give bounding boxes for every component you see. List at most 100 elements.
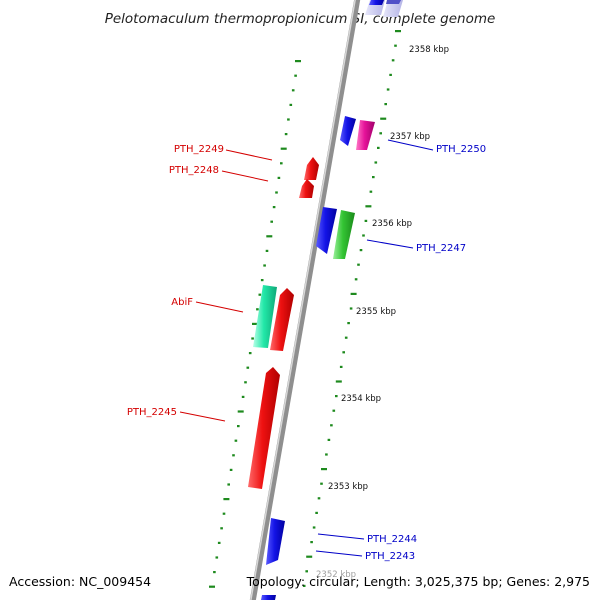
tick-mark <box>244 381 247 384</box>
tick-mark <box>380 117 387 120</box>
label-AbiF[interactable]: AbiF <box>171 297 193 308</box>
scale-label-2357: 2357 kbp <box>390 132 430 142</box>
tick-mark <box>320 482 323 485</box>
tick-mark <box>229 468 233 471</box>
tick-mark <box>258 293 262 296</box>
tick-mark <box>394 44 397 47</box>
gene-PTH_2247[interactable] <box>333 210 355 259</box>
gene-PTH_2244[interactable] <box>266 518 285 565</box>
tick-marks <box>209 30 401 588</box>
tick-mark <box>280 147 287 150</box>
tick-mark <box>305 570 308 573</box>
gene-PTH_2250[interactable] <box>356 120 375 150</box>
tick-mark <box>287 118 290 121</box>
label-PTH_2243[interactable]: PTH_2243 <box>365 551 415 562</box>
tick-mark <box>354 278 358 281</box>
leader-PTH_2244 <box>317 533 365 540</box>
scale-label-2353: 2353 kbp <box>328 482 368 492</box>
tick-mark <box>209 585 215 588</box>
leader-PTH_2245 <box>179 411 226 422</box>
label-PTH_2248[interactable]: PTH_2248 <box>169 165 219 176</box>
tick-mark <box>312 526 316 529</box>
label-PTH_2247[interactable]: PTH_2247 <box>416 243 466 254</box>
tick-mark <box>384 103 387 106</box>
tick-mark <box>265 249 269 252</box>
tick-mark <box>359 249 363 252</box>
tick-mark <box>256 308 259 311</box>
tick-mark <box>377 146 380 149</box>
leader-PTH_2243 <box>315 550 363 557</box>
tick-mark <box>270 220 273 223</box>
tick-mark <box>237 410 244 413</box>
tick-mark <box>215 556 219 559</box>
tick-mark <box>241 395 245 398</box>
tick-mark <box>391 59 395 62</box>
tick-mark <box>327 438 331 441</box>
gene-AbiF[interactable] <box>253 285 277 348</box>
tick-mark <box>317 497 321 500</box>
tick-mark <box>220 527 223 530</box>
scale-label-2354: 2354 kbp <box>341 394 381 404</box>
leader-PTH_2249 <box>225 149 273 161</box>
gene-blue-2356[interactable] <box>316 207 337 254</box>
label-PTH_2249[interactable]: PTH_2249 <box>174 144 224 155</box>
gene-bottom-blue[interactable] <box>261 595 276 600</box>
gene-red-abif-pair[interactable] <box>270 288 294 351</box>
gene-PTH_2249[interactable] <box>304 157 319 180</box>
tick-mark <box>295 60 301 63</box>
tick-mark <box>339 365 343 368</box>
tick-mark <box>315 511 318 514</box>
tick-mark <box>260 279 264 282</box>
tick-mark <box>344 336 348 339</box>
tick-mark <box>330 424 333 427</box>
tick-mark <box>386 88 390 91</box>
label-PTH_2250[interactable]: PTH_2250 <box>436 144 486 155</box>
tick-mark <box>342 351 345 354</box>
tick-mark <box>302 584 306 587</box>
tick-mark <box>266 235 273 238</box>
topology-text: Topology: circular; Length: 3,025,375 bp… <box>246 574 590 589</box>
tick-mark <box>321 468 327 471</box>
tick-mark <box>369 190 373 193</box>
tick-mark <box>223 498 230 501</box>
scale-label-2356: 2356 kbp <box>372 219 412 229</box>
tick-mark <box>310 541 313 544</box>
tick-mark <box>251 337 254 340</box>
gene-blue-2357[interactable] <box>340 116 356 146</box>
accession-text: Accession: NC_009454 <box>9 574 151 589</box>
tick-mark <box>350 292 357 295</box>
tick-mark <box>306 555 313 558</box>
tick-mark <box>362 234 365 237</box>
tick-mark <box>280 162 283 165</box>
tick-mark <box>252 322 258 325</box>
gene-PTH_2248[interactable] <box>299 179 314 198</box>
leader-AbiF <box>195 301 244 313</box>
tick-mark <box>272 206 276 209</box>
label-PTH_2244[interactable]: PTH_2244 <box>367 534 417 545</box>
tick-mark <box>395 30 401 33</box>
genome-backbone-highlight <box>249 0 356 605</box>
tick-mark <box>389 73 392 76</box>
label-PTH_2245[interactable]: PTH_2245 <box>127 407 177 418</box>
tick-mark <box>232 454 235 457</box>
tick-mark <box>357 263 360 266</box>
tick-mark <box>222 512 226 515</box>
tick-mark <box>335 380 342 383</box>
tick-mark <box>277 176 281 179</box>
tick-mark <box>213 571 216 574</box>
tick-mark <box>263 264 266 267</box>
tick-mark <box>227 483 230 486</box>
gene-top-blue[interactable] <box>369 0 401 5</box>
tick-mark <box>234 439 238 442</box>
tick-mark <box>349 307 353 310</box>
scale-label-2355: 2355 kbp <box>356 307 396 317</box>
gene-top-pale-2[interactable] <box>383 0 403 17</box>
tick-mark <box>372 176 375 179</box>
leader-PTH_2250 <box>387 139 434 151</box>
gene-PTH_2245[interactable] <box>248 367 280 489</box>
tick-mark <box>217 541 221 544</box>
genome-title: Pelotomaculum thermopropionicum SI, comp… <box>105 11 496 27</box>
leader-PTH_2247 <box>366 239 414 249</box>
